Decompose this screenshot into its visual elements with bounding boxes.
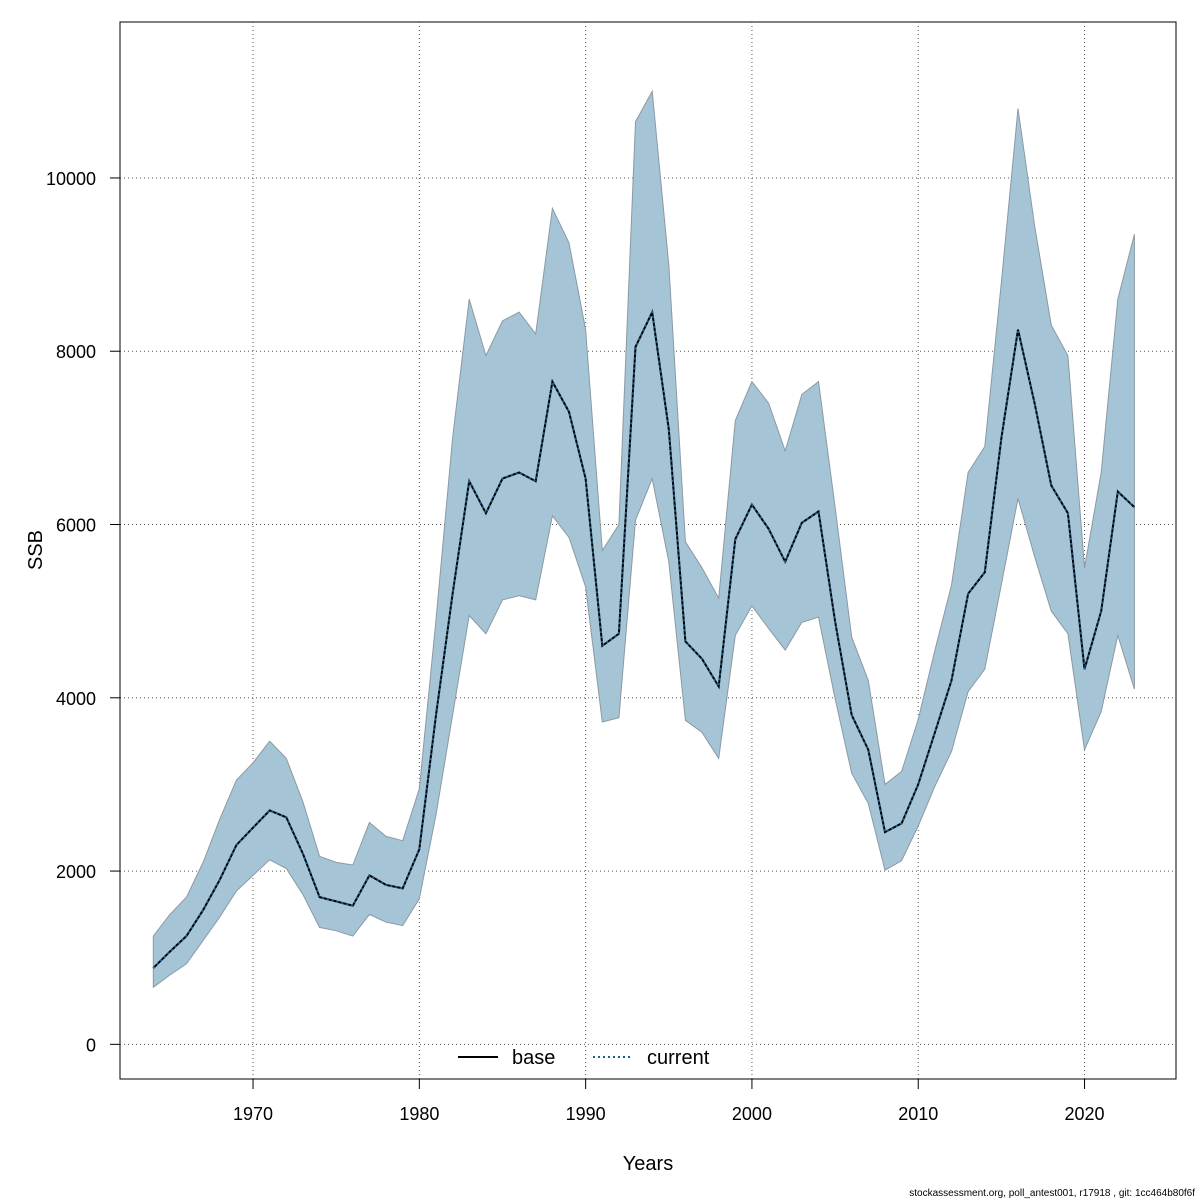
x-axis: 1970 1980 1990 2000 2010 2020 bbox=[233, 1078, 1105, 1124]
y-tick-label: 10000 bbox=[46, 169, 96, 189]
y-axis: 0 2000 4000 6000 8000 10000 bbox=[46, 169, 121, 1055]
y-tick-label: 4000 bbox=[56, 689, 96, 709]
y-tick-label: 6000 bbox=[56, 516, 96, 536]
x-axis-title: Years bbox=[623, 1153, 673, 1175]
footer-note: stockassessment.org, poll_antest001, r17… bbox=[909, 1188, 1195, 1199]
y-tick-label: 8000 bbox=[56, 342, 96, 362]
x-tick-label: 1990 bbox=[566, 1104, 606, 1124]
y-tick-label: 0 bbox=[86, 1035, 96, 1055]
x-tick-label: 2010 bbox=[898, 1104, 938, 1124]
x-tick-label: 2000 bbox=[732, 1104, 772, 1124]
series-line-current bbox=[152, 308, 1136, 969]
x-tick-label: 1970 bbox=[233, 1104, 273, 1124]
confidence-band bbox=[152, 89, 1135, 989]
y-tick-label: 2000 bbox=[56, 862, 96, 882]
legend-label-current: current bbox=[647, 1047, 710, 1069]
legend: base current bbox=[458, 1047, 710, 1069]
x-tick-label: 1980 bbox=[399, 1104, 439, 1124]
legend-label-base: base bbox=[512, 1047, 555, 1069]
x-tick-label: 2020 bbox=[1065, 1104, 1105, 1124]
y-axis-title: SSB bbox=[25, 530, 47, 570]
